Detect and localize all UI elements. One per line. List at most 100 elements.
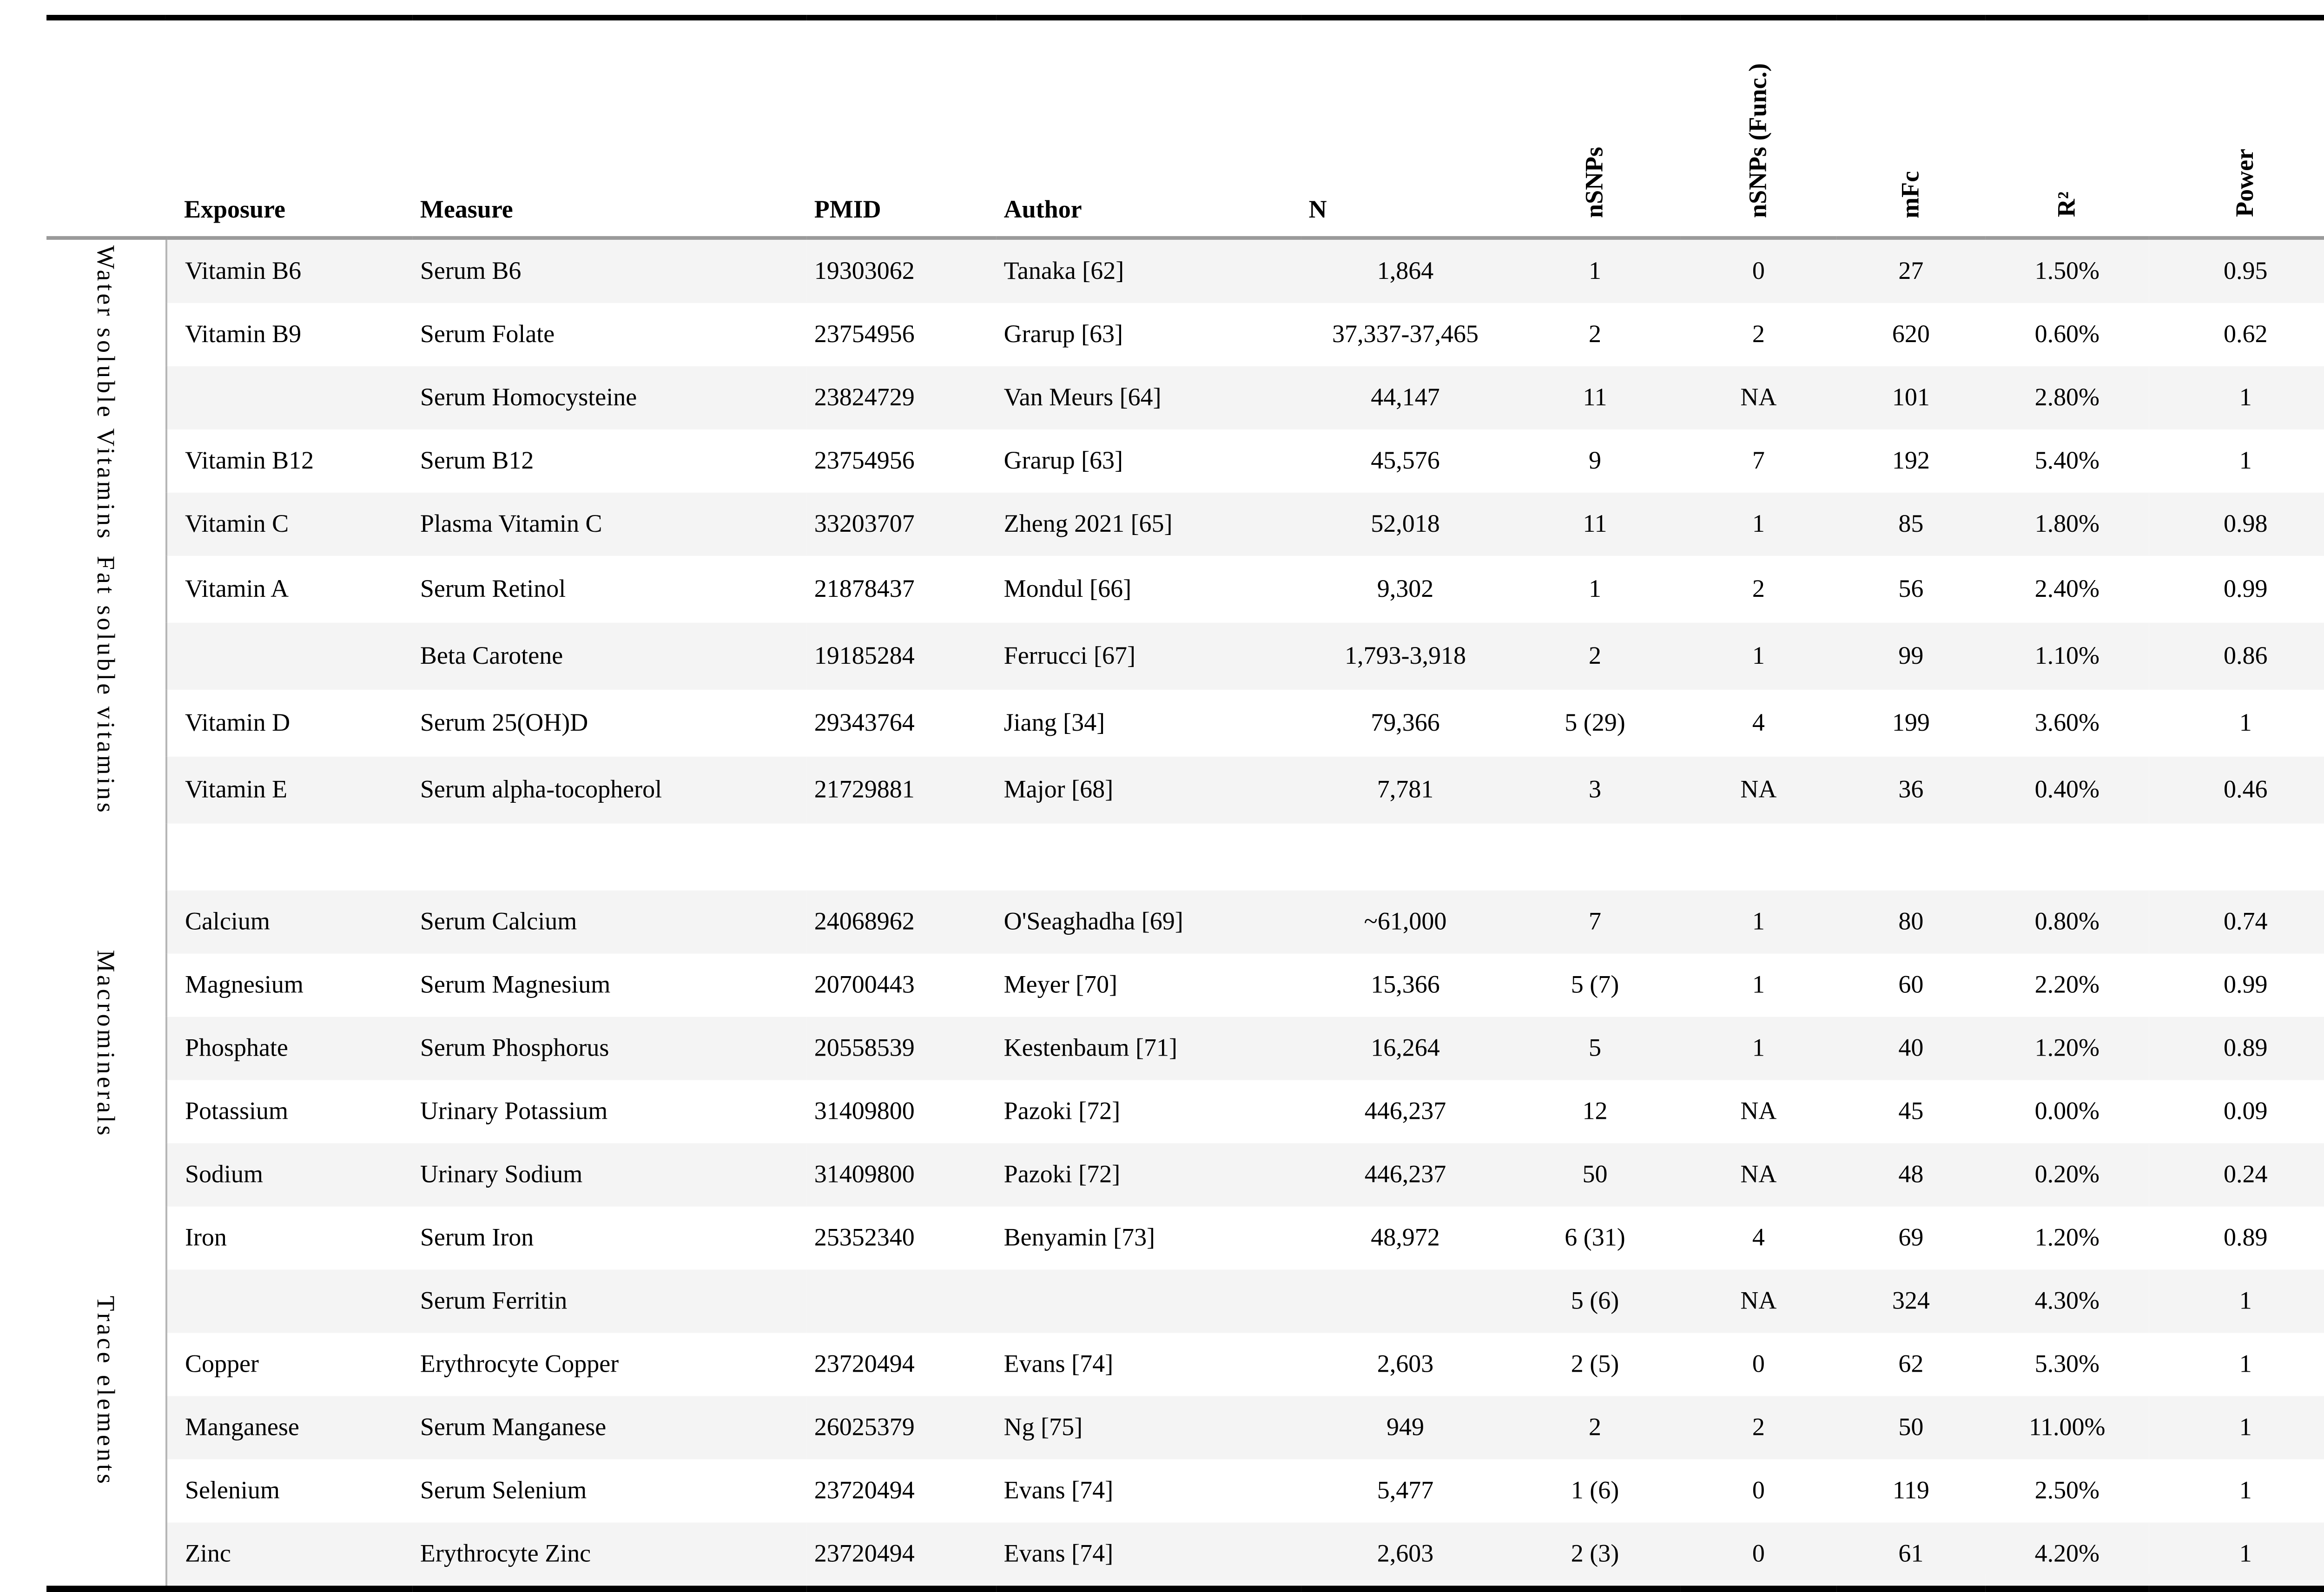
cell-power: 1 <box>2149 366 2324 429</box>
cell-nsnps-func: NA <box>1680 756 1837 823</box>
cell-r2 <box>1985 823 2149 890</box>
cell-exposure: Manganese <box>165 1395 413 1459</box>
cell-pmid: 25352340 <box>814 1222 915 1250</box>
cell-power: 0.24 <box>2149 1142 2324 1206</box>
table-row <box>46 822 2324 890</box>
cell-power: 0.89 <box>2224 1222 2268 1250</box>
cell-exposure: Vitamin E <box>165 756 413 823</box>
mr-studies-table: Exposure Measure PMID Author N nSNPs nSN… <box>46 14 2324 1592</box>
cell-author: Evans [74] <box>996 1521 1301 1589</box>
cell-power: 1 <box>2149 1521 2324 1589</box>
cell-nsnps-func: 0 <box>1752 1475 1765 1503</box>
cell-r2: 1.10% <box>1985 622 2149 689</box>
cell-measure: Serum Selenium <box>420 1475 587 1503</box>
cell-exposure: Calcium <box>165 889 413 953</box>
cell-r2: 2.80% <box>1985 366 2149 429</box>
row-group-cell: Fat soluble vitamins <box>46 555 166 823</box>
cell-n: 45,576 <box>1371 446 1440 474</box>
cell-nsnps-func: NA <box>1740 1096 1777 1124</box>
cell-nsnps-func: NA <box>1680 366 1837 429</box>
cell-r2: 1.20% <box>2034 1222 2100 1250</box>
cell-author: Jiang [34] <box>1004 707 1105 736</box>
cell-nsnps: 2 (5) <box>1571 1348 1619 1377</box>
cell-n: 2,603 <box>1301 1521 1510 1589</box>
col-header-r2-label: R² <box>2052 192 2080 218</box>
cell-r2: 0.80% <box>1985 889 2149 953</box>
cell-pmid: 31409800 <box>806 1142 997 1206</box>
row-group-label: Macrominerals <box>92 950 120 1138</box>
table-header: Exposure Measure PMID Author N nSNPs nSN… <box>46 17 2324 240</box>
cell-author: O'Seaghadha [69] <box>996 889 1301 953</box>
cell-nsnps: 1 <box>1588 574 1601 602</box>
col-header-group <box>46 17 165 240</box>
row-group-cell: Trace elements <box>46 1205 166 1589</box>
cell-n: 15,366 <box>1371 969 1440 997</box>
cell-exposure: Zinc <box>165 1521 413 1589</box>
row-group-label: Fat soluble vitamins <box>92 555 120 815</box>
cell-nsnps: 9 <box>1588 446 1601 474</box>
cell-pmid: 23754956 <box>814 446 915 474</box>
cell-nsnps: 5 (7) <box>1571 969 1619 997</box>
cell-n: 44,147 <box>1301 366 1510 429</box>
cell-mfc: 324 <box>1836 1268 1986 1332</box>
cell-measure: Serum Retinol <box>420 574 566 602</box>
cell-measure: Serum Phosphorus <box>412 1016 807 1079</box>
cell-exposure <box>165 1268 413 1332</box>
col-header-nsnps-func-label: nSNPs (Func.) <box>1743 62 1772 218</box>
table-row: Copper Erythrocyte Copper 23720494 Evans… <box>46 1332 2324 1395</box>
table-row: Macrominerals Calcium Serum Calcium 2406… <box>46 889 2324 1206</box>
cell-r2: 1.20% <box>1985 1016 2149 1079</box>
col-header-pmid: PMID <box>806 17 997 240</box>
cell-n: 1,793-3,918 <box>1301 622 1510 689</box>
cell-n: 949 <box>1301 1395 1510 1459</box>
cell-measure: Serum 25(OH)D <box>420 707 588 736</box>
cell-mfc: 45 <box>1898 1096 1924 1124</box>
cell-measure: Erythrocyte Copper <box>420 1348 619 1377</box>
cell-measure: Serum B6 <box>412 238 807 303</box>
cell-exposure: Sodium <box>165 1142 413 1206</box>
cell-power: 0.95 <box>2149 238 2324 303</box>
cell-measure: Serum Ferritin <box>412 1268 807 1332</box>
cell-mfc: 48 <box>1836 1142 1986 1206</box>
cell-r2: 4.30% <box>1985 1268 2149 1332</box>
cell-nsnps-func: 1 <box>1680 492 1837 556</box>
table-row: Vitamin B9 Serum Folate 23754956 Grarup … <box>46 303 2324 366</box>
cell-power: 1 <box>2239 1348 2252 1377</box>
col-header-exposure-label: Exposure <box>184 195 285 223</box>
cell-mfc: 99 <box>1836 622 1986 689</box>
col-header-pmid-label: PMID <box>814 195 881 223</box>
cell-n: ~61,000 <box>1301 889 1510 953</box>
cell-nsnps: 12 <box>1582 1096 1608 1124</box>
cell-r2: 2.20% <box>2034 969 2100 997</box>
cell-n <box>1301 823 1510 890</box>
cell-measure: Beta Carotene <box>412 622 807 689</box>
cell-mfc: 50 <box>1836 1395 1986 1459</box>
cell-mfc: 101 <box>1836 366 1986 429</box>
cell-measure: Plasma Vitamin C <box>412 492 807 556</box>
cell-measure: Serum Calcium <box>412 889 807 953</box>
col-header-measure: Measure <box>412 17 807 240</box>
cell-author: Kestenbaum [71] <box>996 1016 1301 1079</box>
col-header-n: N <box>1301 17 1510 240</box>
table-row: Selenium Serum Selenium 23720494 Evans [… <box>46 1459 2324 1522</box>
cell-nsnps-func: 1 <box>1680 622 1837 689</box>
cell-author: Zheng 2021 [65] <box>996 492 1301 556</box>
cell-nsnps-func: 4 <box>1752 1222 1765 1250</box>
table-row: Potassium Urinary Potassium 31409800 Paz… <box>46 1079 2324 1143</box>
cell-exposure <box>165 622 413 689</box>
table-row: Zinc Erythrocyte Zinc 23720494 Evans [74… <box>46 1521 2324 1589</box>
cell-r2: 2.50% <box>2034 1475 2100 1503</box>
col-header-nsnps-func: nSNPs (Func.) <box>1680 17 1837 240</box>
cell-measure: Serum Manganese <box>412 1395 807 1459</box>
header-row: Exposure Measure PMID Author N nSNPs nSN… <box>46 17 2324 240</box>
cell-nsnps-func: 0 <box>1680 238 1837 303</box>
col-header-mfc-label: mFc <box>1895 170 1924 218</box>
cell-author: Grarup [63] <box>1004 446 1123 474</box>
table-row: Vitamin B12 Serum B12 23754956 Grarup [6… <box>46 429 2324 493</box>
cell-nsnps: 2 (3) <box>1509 1521 1681 1589</box>
cell-pmid <box>807 823 997 890</box>
cell-pmid: 21878437 <box>814 574 915 602</box>
cell-author: Benyamin [73] <box>1004 1222 1155 1250</box>
cell-mfc: 36 <box>1836 756 1986 823</box>
